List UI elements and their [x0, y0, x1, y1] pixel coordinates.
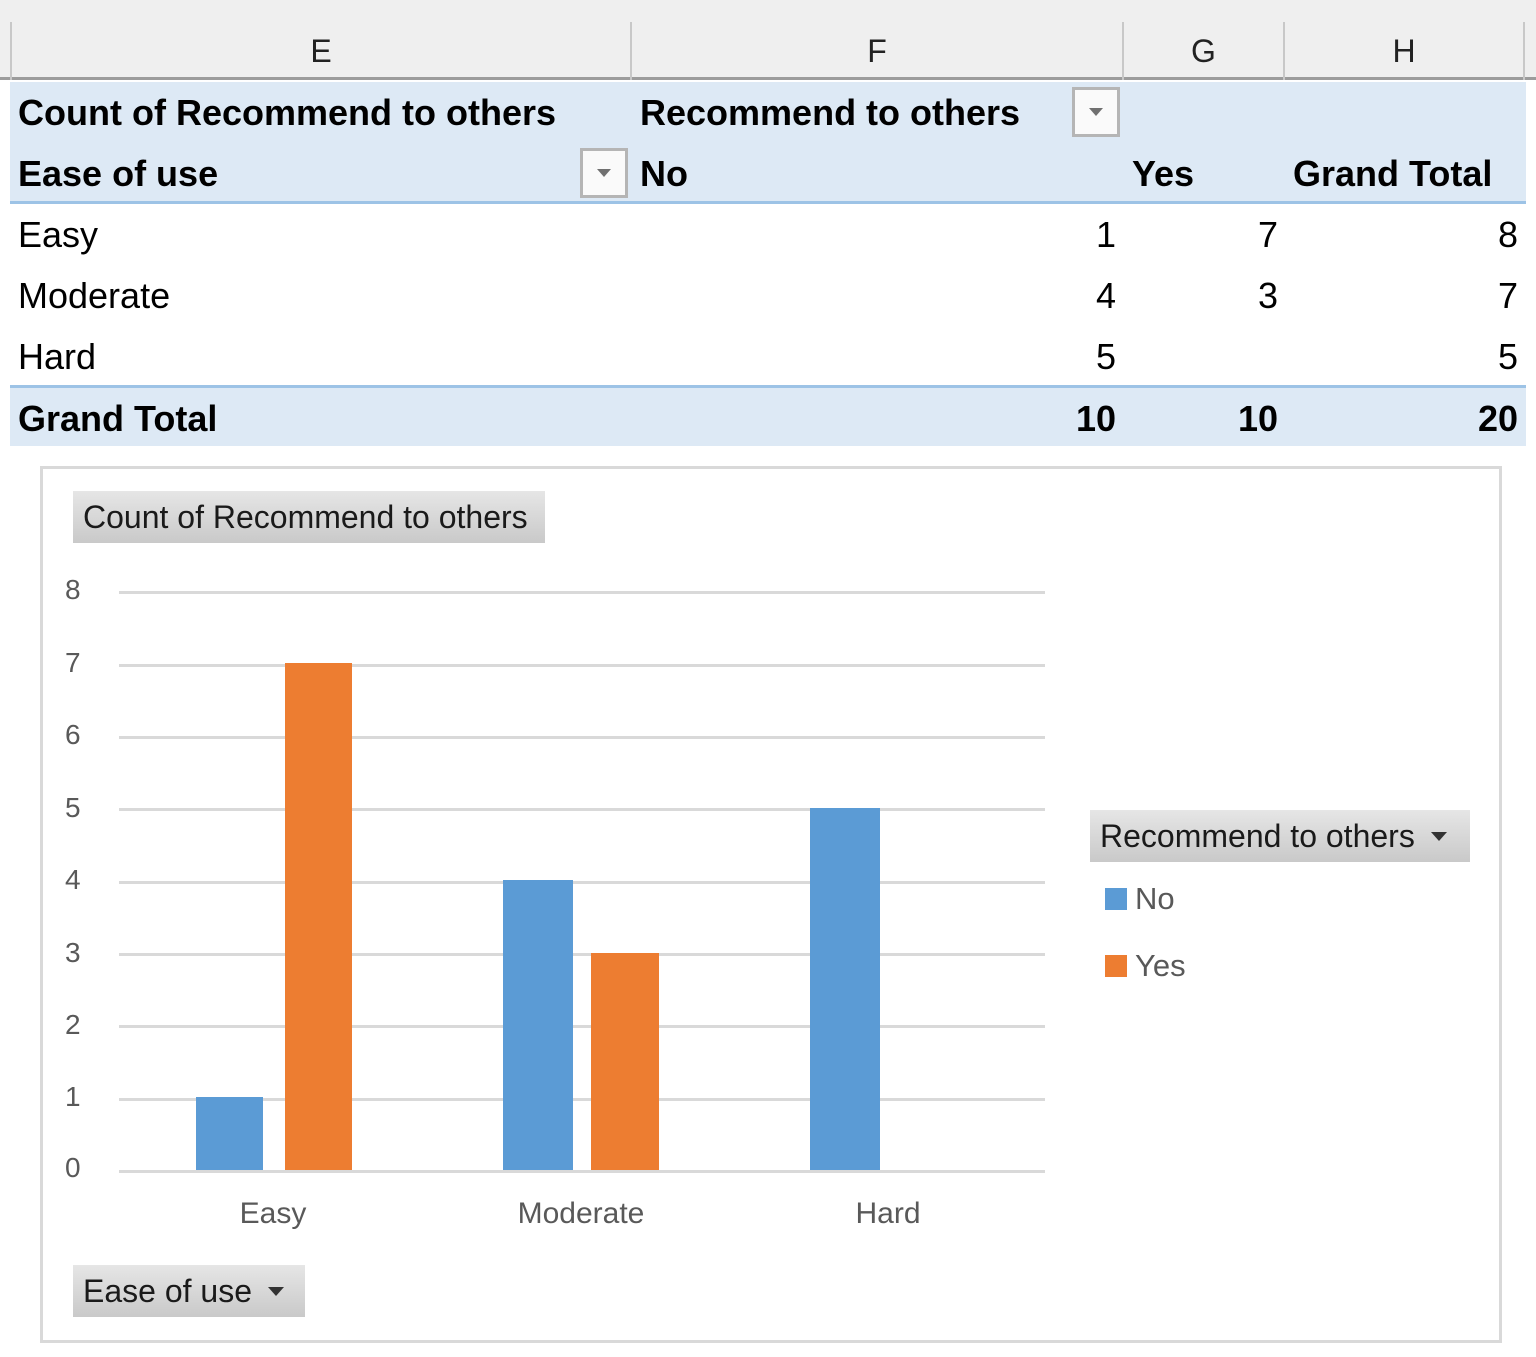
cell-yes[interactable]: 3	[1257, 274, 1278, 316]
pivot-row-easy: Easy 1 7 8	[10, 204, 1526, 265]
y-tick-3: 3	[65, 937, 81, 968]
cell-total[interactable]: 5	[1497, 335, 1518, 377]
cell-total[interactable]: 8	[1497, 213, 1518, 255]
row-label[interactable]: Moderate	[18, 274, 171, 316]
value-field-button-label: Count of Recommend to others	[83, 498, 528, 535]
cell-yes[interactable]: 7	[1257, 213, 1278, 255]
legend-label-no: No	[1135, 881, 1175, 916]
chevron-down-icon	[1089, 108, 1103, 116]
pivot-header-row-1: Count of Recommend to others Recommend t…	[10, 82, 1526, 143]
cell-no[interactable]: 5	[1095, 335, 1116, 377]
value-field-label[interactable]: Count of Recommend to others	[18, 91, 556, 133]
pivot-header-row-2: Ease of use No Yes Grand Total	[10, 143, 1526, 204]
cell-yes[interactable]: 10	[1237, 397, 1278, 439]
column-header-strip: E F G H	[0, 0, 1536, 80]
cell-yes[interactable]	[1124, 326, 1278, 387]
cell-no[interactable]: 1	[1095, 213, 1116, 255]
column-header-e[interactable]: E	[10, 22, 632, 80]
gridline	[119, 1098, 1045, 1101]
grand-total-label[interactable]: Grand Total	[18, 397, 218, 439]
column-field-label[interactable]: Recommend to others	[640, 91, 1021, 133]
y-tick-0: 0	[65, 1152, 81, 1183]
x-label-moderate: Moderate	[517, 1197, 645, 1230]
pivot-grand-total-row: Grand Total 10 10 20	[10, 385, 1526, 446]
gridline	[119, 736, 1045, 739]
column-filter-button[interactable]	[1072, 87, 1120, 137]
chevron-down-icon	[268, 1286, 284, 1296]
axis-field-button-label: Ease of use	[83, 1272, 252, 1309]
bar-moderate-no[interactable]	[503, 880, 573, 1170]
y-tick-5: 5	[65, 792, 81, 823]
legend-field-button-label: Recommend to others	[1100, 817, 1415, 854]
column-header-no: No	[640, 152, 688, 194]
value-field-button[interactable]: Count of Recommend to others	[73, 491, 545, 543]
column-header-g[interactable]: G	[1124, 22, 1285, 80]
x-axis-line	[119, 1170, 1045, 1173]
gridline	[119, 881, 1045, 884]
pivot-chart[interactable]: Count of Recommend to others 8 7 6 5 4 3…	[40, 466, 1502, 1343]
gridline	[119, 591, 1045, 594]
legend-swatch-yes	[1105, 955, 1127, 977]
cell-no[interactable]: 4	[1095, 274, 1116, 316]
x-label-hard: Hard	[855, 1197, 921, 1230]
bar-hard-no[interactable]	[810, 808, 880, 1170]
legend-item-no[interactable]: No	[1105, 881, 1175, 917]
pivot-row-hard: Hard 5 5	[10, 326, 1526, 387]
row-label[interactable]: Easy	[18, 213, 99, 255]
column-header-f[interactable]: F	[632, 22, 1124, 80]
y-tick-8: 8	[65, 574, 81, 605]
gridline	[119, 1025, 1045, 1028]
cell-no[interactable]: 10	[1075, 397, 1116, 439]
chevron-down-icon	[597, 169, 611, 177]
y-tick-1: 1	[65, 1081, 81, 1112]
gridline	[119, 664, 1045, 667]
legend-field-button[interactable]: Recommend to others	[1090, 810, 1470, 862]
bar-moderate-yes[interactable]	[591, 953, 659, 1170]
y-tick-7: 7	[65, 647, 81, 678]
legend-swatch-no	[1105, 888, 1127, 910]
y-tick-2: 2	[65, 1009, 81, 1040]
cell-total[interactable]: 7	[1497, 274, 1518, 316]
row-field-label[interactable]: Ease of use	[18, 152, 219, 194]
column-header-grand-total: Grand Total	[1293, 152, 1493, 194]
column-header-yes: Yes	[1132, 152, 1195, 194]
bar-easy-no[interactable]	[196, 1097, 263, 1170]
axis-field-button[interactable]: Ease of use	[73, 1265, 305, 1317]
legend-label-yes: Yes	[1135, 948, 1186, 983]
x-label-easy: Easy	[239, 1197, 307, 1230]
y-tick-4: 4	[65, 864, 81, 895]
cell-total[interactable]: 20	[1477, 397, 1518, 439]
row-label[interactable]: Hard	[18, 335, 97, 377]
row-filter-button[interactable]	[580, 148, 628, 198]
gridline	[119, 953, 1045, 956]
column-header-h[interactable]: H	[1285, 22, 1525, 80]
pivot-row-moderate: Moderate 4 3 7	[10, 265, 1526, 326]
legend-item-yes[interactable]: Yes	[1105, 948, 1186, 984]
gridline	[119, 808, 1045, 811]
bar-easy-yes[interactable]	[285, 663, 352, 1170]
y-tick-6: 6	[65, 719, 81, 750]
chevron-down-icon	[1430, 831, 1447, 841]
